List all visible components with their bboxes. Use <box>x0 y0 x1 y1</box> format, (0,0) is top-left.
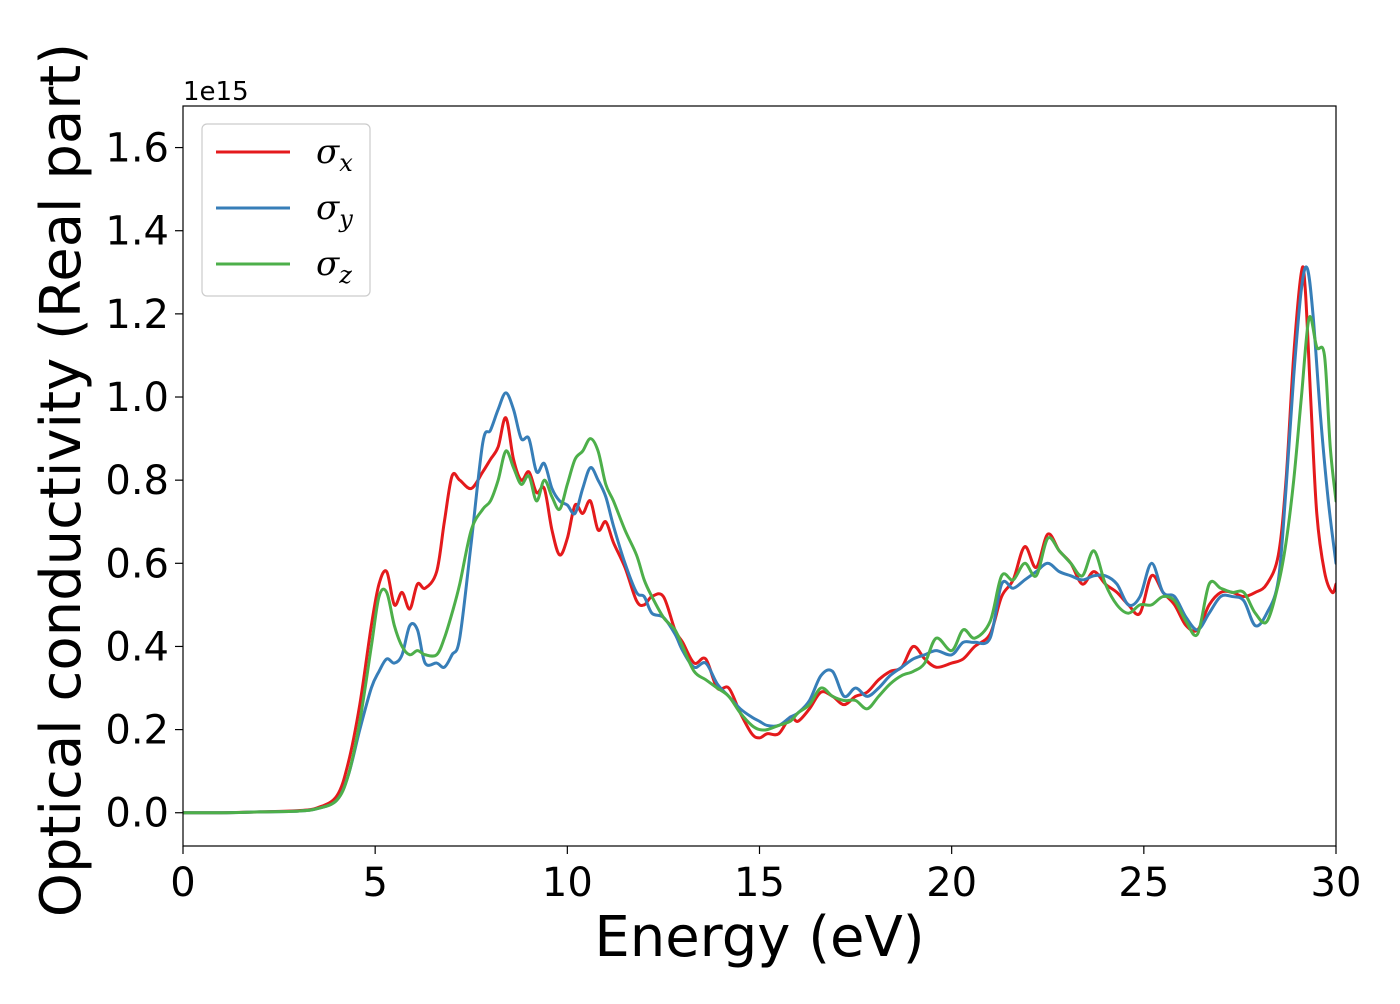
y-tick-label: 0.6 <box>105 541 169 587</box>
legend-label-y: σy <box>316 188 353 233</box>
x-tick-label: 15 <box>734 860 785 906</box>
x-tick-label: 25 <box>1118 860 1169 906</box>
y-tick-label: 1.2 <box>105 292 169 338</box>
y-tick-label: 1.4 <box>105 209 169 255</box>
y-axis-multiplier: 1e15 <box>183 77 249 107</box>
x-axis-ticks: 0 5 10 15 20 25 30 <box>170 846 1361 906</box>
legend-label-x: σx <box>316 132 353 177</box>
x-tick-label: 10 <box>542 860 593 906</box>
y-tick-label: 0.4 <box>105 624 169 670</box>
x-axis-title: Energy (eV) <box>594 905 924 970</box>
x-tick-label: 20 <box>926 860 977 906</box>
y-tick-label: 0.8 <box>105 458 169 504</box>
x-tick-label: 30 <box>1311 860 1362 906</box>
y-tick-label: 1.0 <box>105 375 169 421</box>
y-tick-label: 1.6 <box>105 126 169 172</box>
x-tick-label: 5 <box>362 860 387 906</box>
series-line-z <box>183 315 1336 815</box>
y-tick-label: 0.0 <box>105 791 169 837</box>
y-axis-ticks: 0.0 0.2 0.4 0.6 0.8 1.0 1.2 1.4 1.6 <box>105 126 183 837</box>
y-tick-label: 0.2 <box>105 708 169 754</box>
y-axis-title: Optical conductivity (Real part) <box>29 43 94 917</box>
x-tick-label: 0 <box>170 860 195 906</box>
legend-box <box>201 123 371 297</box>
series-line-y <box>183 265 1336 815</box>
legend: σx σy σz <box>201 123 371 297</box>
series-layer <box>183 265 1336 815</box>
legend-label-z: σz <box>316 244 352 289</box>
